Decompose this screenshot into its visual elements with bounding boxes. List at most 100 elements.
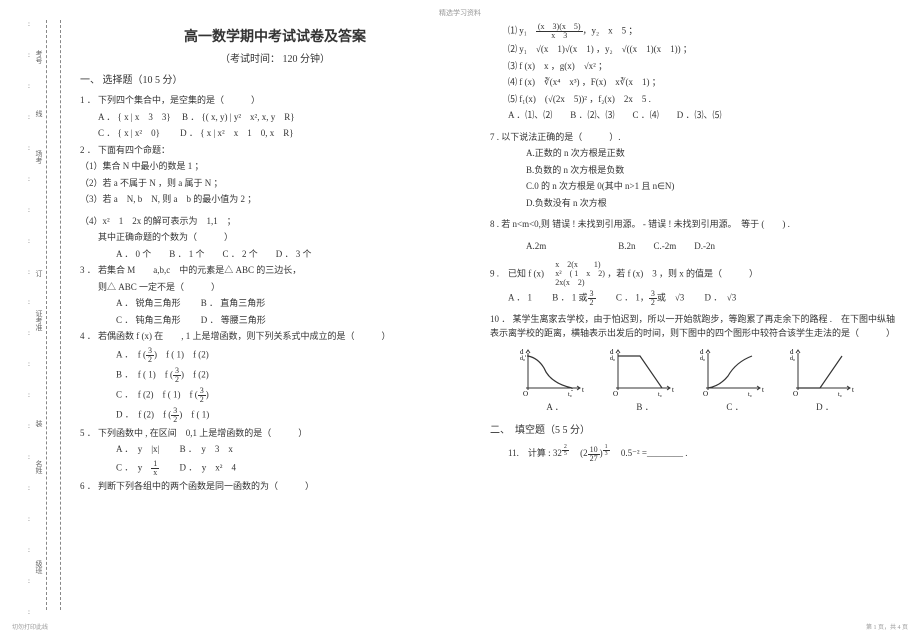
q11-a: 11. 计算 : 32 — [508, 449, 562, 459]
q6-r5: ⑸ f₁(x) (√(2x 5))² ，f₂(x) 2x 5 . — [490, 93, 900, 107]
q7-C: C.0 的 n 次方根是 0(其中 n>1 且 n∈N) — [490, 180, 900, 194]
q3-B: B ． 直角三角形 — [201, 298, 266, 308]
q4-A-pre: A ． f ( — [116, 349, 146, 359]
svg-text:t: t — [852, 386, 854, 394]
q1-stem: 1 ． 下列四个集合中，是空集的是（ ） — [80, 94, 470, 108]
svg-text:t₀: t₀ — [568, 392, 572, 398]
q3-C: C ． 钝角三角形 — [116, 315, 181, 325]
binding-line-2 — [60, 20, 61, 610]
frac-d: 3 — [603, 451, 610, 457]
svg-text:d: d — [700, 348, 704, 356]
chart-B-label: B ． — [610, 400, 680, 413]
q4-D: D ． f (2) f (32) f ( 1) — [80, 407, 470, 424]
q1-B: B ． {( x, y) | y² x², x, y R} — [182, 112, 295, 122]
q9-C: C ． 1， — [616, 293, 649, 303]
exam-subtitle: （考试时间： 120 分钟） — [80, 50, 470, 65]
frac-d: 2 — [649, 299, 657, 307]
q1-C: C ． { x | x² 0} — [98, 128, 160, 138]
q5-A: A ． y |x| — [116, 444, 159, 454]
svg-text:t₀: t₀ — [658, 392, 662, 398]
q9-D: D ． √3 — [705, 293, 737, 303]
q2-s2: （2）若 a 不属于 N ，则 a 属于 N ； — [80, 177, 470, 191]
q1-opts2: C ． { x | x² 0} D ． { x | x² x 1 0, x R} — [80, 127, 470, 141]
frac-n: 2 — [562, 444, 569, 451]
frac-d: 2 — [588, 299, 596, 307]
q6-r1b: ，y₂ x 5 ； — [583, 26, 638, 36]
pw-3: 2x(x 2) — [555, 279, 605, 288]
q5-row2: C ． y 1x D ． y x² 4 — [80, 460, 470, 477]
binding-label: 名姓 — [34, 460, 44, 474]
q11: 11. 计算 : 3225 (21027)13 0.5⁻² =________ … — [490, 444, 900, 463]
q5-D: D ． y x² 4 — [180, 462, 236, 472]
q9-B: B ． 1 或 — [552, 293, 587, 303]
frac-d: x — [151, 469, 159, 477]
q10-stem: 10 ． 某学生离家去学校，由于怕迟到，所以一开始就跑步，等跑累了再走余下的路程… — [490, 313, 900, 340]
q9-stem-b: ，若 f (x) 3 ，则 x 的值是（ ） — [607, 268, 758, 278]
q7-D: D.负数没有 n 次方根 — [490, 197, 900, 211]
frac-d: 5 — [562, 451, 569, 457]
chart-A: d d₀ O t₀ t A ． — [520, 348, 590, 413]
q7-stem: 7 . 以下说法正确的是（ ）. — [490, 131, 900, 145]
frac-d: 2 — [198, 396, 206, 404]
q1-opts: A ． { x | x 3 3} B ． {( x, y) | y² x², x… — [80, 111, 470, 125]
q4-B-pre: B ． f ( 1) f ( — [116, 369, 173, 379]
q7-B: B.负数的 n 次方根是负数 — [490, 164, 900, 178]
exam-title: 高一数学期中考试试卷及答案 — [80, 26, 470, 46]
frac-d: 2 — [173, 376, 181, 384]
svg-text:O: O — [703, 390, 708, 398]
q3-row1: A ． 锐角三角形 B ． 直角三角形 — [80, 297, 470, 311]
svg-text:d₀: d₀ — [700, 356, 705, 362]
q6-r1: ⑴ y₁ (x 3)(x 5)x 3，y₂ x 5 ； — [490, 23, 900, 40]
q2-s1: （1）集合 N 中最小的数是 1 ； — [80, 160, 470, 174]
q11-b: (2 — [571, 449, 588, 459]
fraction: 32 — [588, 290, 596, 307]
binding-label: 装 — [34, 420, 44, 427]
binding-label: 订 — [34, 270, 44, 277]
q3-A: A ． 锐角三角形 — [116, 298, 181, 308]
binding-label: 线 — [34, 110, 44, 117]
q4-D-pre: D ． f (2) f ( — [116, 409, 171, 419]
fraction: 32 — [173, 367, 181, 384]
svg-text:d: d — [790, 348, 794, 356]
binding-label: 证考准 — [34, 310, 44, 331]
svg-text:O: O — [523, 390, 528, 398]
fraction: (x 3)(x 5)x 3 — [536, 23, 583, 40]
q6-r3: ⑶ f (x) x ，g(x) √x² ； — [490, 60, 900, 74]
q9-stem-a: 9 . 已知 f (x) — [490, 268, 553, 278]
q6-opts: A ．⑴、⑵ B ．⑵、⑶ C ．⑷ D ．⑶、⑸ — [490, 109, 900, 123]
svg-text:t: t — [672, 386, 674, 394]
q8-opts: A.2m B.2n C.-2m D.-2n — [490, 240, 900, 254]
binding-label: 考号 — [34, 50, 44, 64]
binding-line-1 — [46, 20, 47, 610]
q11-d: 0.5⁻² =________ . — [612, 449, 688, 459]
q4-C: C ． f (2) f ( 1) f (32) — [80, 387, 470, 404]
chart-svg: d d₀ O t₀ t — [790, 348, 860, 398]
q9-C-tail: 或 √3 — [657, 293, 684, 303]
svg-text:t₀: t₀ — [838, 392, 842, 398]
frac-d: 27 — [588, 455, 600, 463]
fraction: 13 — [603, 444, 610, 457]
q3-stem: 3 ． 若集合 M a,b,c 中的元素是△ ABC 的三边长， — [80, 264, 470, 278]
chart-C-label: C ． — [700, 400, 770, 413]
q6-r4: ⑷ f (x) ∛(x⁴ x³) ，F(x) x∛(x 1) ； — [490, 76, 900, 90]
left-column: 高一数学期中考试试卷及答案 （考试时间： 120 分钟） 一、 选择题（10 5… — [80, 20, 480, 620]
q4-C-tail: ) — [206, 389, 209, 399]
q4-A: A ． f (32) f ( 1) f (2) — [80, 347, 470, 364]
fraction: 1027 — [588, 446, 600, 463]
svg-text:d₀: d₀ — [610, 356, 615, 362]
chart-svg: d d₀ O t₀ t — [700, 348, 770, 398]
svg-text:d: d — [520, 348, 524, 356]
q6-stem: 6 ． 判断下列各组中的两个函数是同一函数的为（ ） — [80, 480, 470, 494]
q3-row2: C ． 钝角三角形 D ． 等腰三角形 — [80, 314, 470, 328]
chart-C: d d₀ O t₀ t C ． — [700, 348, 770, 413]
q2-ask: 其中正确命题的个数为（ ） — [80, 231, 470, 245]
q2-opts: A ． 0 个 B ． 1 个 C ． 2 个 D ． 3 个 — [80, 248, 470, 262]
q3-D: D ． 等腰三角形 — [201, 315, 266, 325]
page-header: 精选学习资料 — [439, 8, 481, 18]
q4-stem: 4 ． 若偶函数 f (x) 在 , 1 上是增函数，则下列关系式中成立的是（ … — [80, 330, 470, 344]
fraction: 1x — [151, 460, 159, 477]
q9-opts: A ． 1 B ． 1 或32 C ． 1，32或 √3 D ． √3 — [490, 290, 900, 307]
piecewise: x 2(x 1) x² ( 1 x 2) 2x(x 2) — [555, 261, 605, 287]
frac-d: 2 — [146, 356, 154, 364]
svg-text:d₀: d₀ — [790, 356, 795, 362]
